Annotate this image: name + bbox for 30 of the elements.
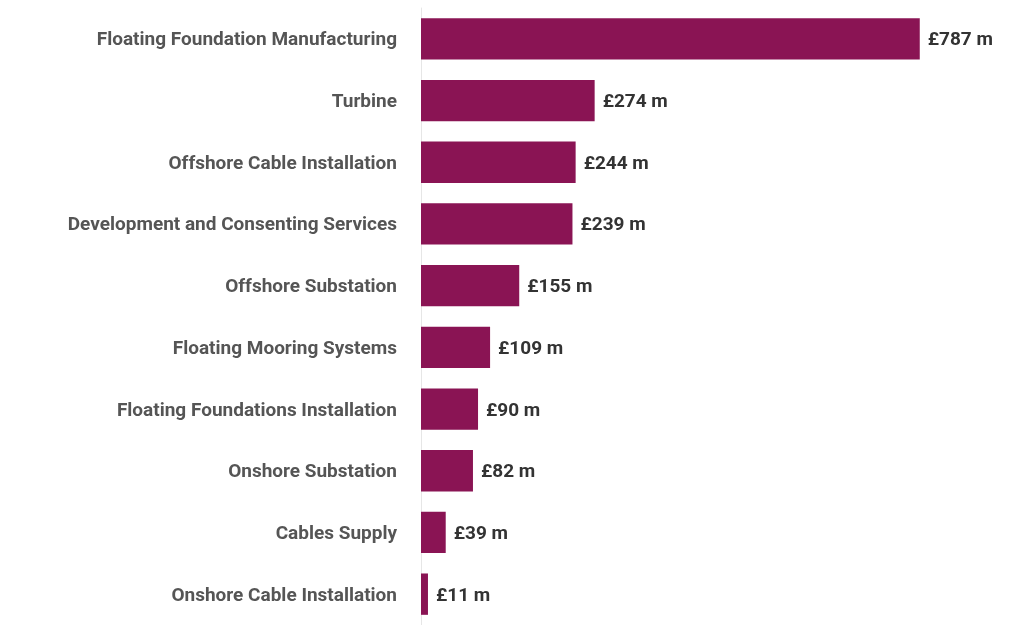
data-label: £11 m (435, 582, 491, 606)
data-label: £239 m (580, 212, 646, 236)
y-tick-label: Onshore Cable Installation (171, 582, 397, 606)
y-tick-label: Floating Foundations Installation (116, 397, 397, 421)
bar (421, 141, 576, 183)
bar (421, 573, 428, 615)
data-label: £274 m (602, 89, 668, 113)
bar (421, 264, 520, 307)
bar (421, 79, 595, 122)
y-tick-label: Offshore Substation (225, 274, 397, 298)
bar (421, 511, 446, 554)
data-label: £109 m (498, 335, 564, 359)
data-label: £244 m (583, 150, 649, 174)
bar (421, 326, 491, 369)
data-label: £90 m (486, 397, 541, 421)
bar (421, 18, 920, 60)
y-tick-label: Floating Mooring Systems (172, 335, 398, 359)
y-tick-label: Onshore Substation (228, 459, 397, 483)
data-label: £39 m (453, 520, 508, 544)
data-label: £787 m (927, 27, 993, 51)
data-label: £155 m (527, 274, 593, 298)
y-tick-label: Turbine (331, 89, 397, 113)
bar (421, 450, 473, 492)
y-tick-label: Offshore Cable Installation (168, 150, 397, 174)
y-tick-label: Development and Consenting Services (67, 212, 398, 236)
y-tick-label: Floating Foundation Manufacturing (96, 27, 397, 51)
y-tick-label: Cables Supply (275, 520, 398, 544)
bar (421, 203, 573, 245)
data-label: £82 m (480, 459, 536, 483)
bar (421, 388, 479, 430)
